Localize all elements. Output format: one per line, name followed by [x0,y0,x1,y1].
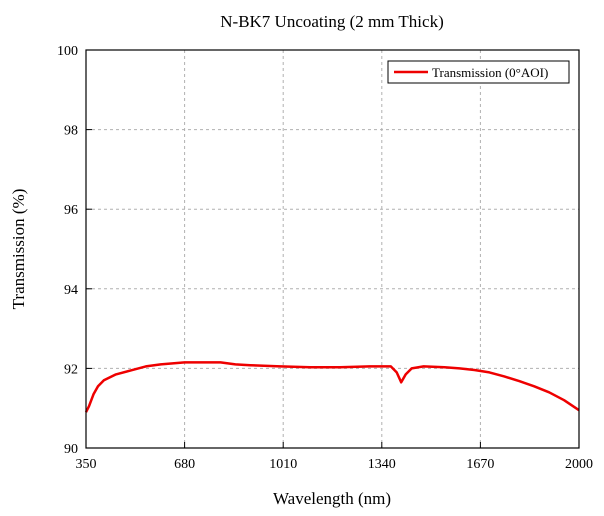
series-line [84,361,580,413]
y-tick-label: 92 [64,362,78,377]
y-tick-label: 100 [57,44,78,59]
x-tick-label: 680 [174,457,195,472]
chart-title: N-BK7 Uncoating (2 mm Thick) [220,12,443,31]
x-tick-label: 2000 [565,457,593,472]
x-tick-label: 1340 [368,457,396,472]
legend: Transmission (0°AOI) [387,60,570,84]
x-tick-label: 350 [76,457,97,472]
x-tick-label: 1010 [269,457,297,472]
y-axis: 90 92 94 96 98 100 [57,44,92,457]
legend-label: Transmission (0°AOI) [432,65,548,80]
x-axis-label: Wavelength (nm) [273,489,391,508]
x-axis: 350 680 1010 1340 1670 2000 [76,442,593,472]
x-tick-label: 1670 [466,457,494,472]
gridlines [86,50,579,448]
legend-box [387,60,570,84]
y-tick-label: 96 [64,203,78,218]
y-tick-label: 98 [64,124,78,139]
y-axis-label: Transmission (%) [9,189,28,310]
y-tick-label: 90 [64,442,78,457]
y-tick-label: 94 [64,283,78,298]
series-layer [84,361,580,413]
plot-frame [85,49,580,449]
